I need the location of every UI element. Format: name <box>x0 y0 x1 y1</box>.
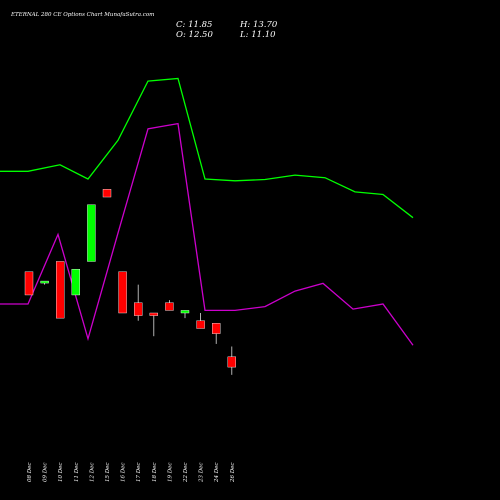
candle-body <box>71 268 81 296</box>
x-tick-label: 10 Dec <box>58 463 64 483</box>
candle-body <box>24 271 34 296</box>
high-label: H: 13.70 <box>239 20 278 30</box>
x-tick-label: 22 Dec <box>183 463 189 484</box>
candle-body <box>40 280 49 284</box>
x-tick-label: 23 Dec <box>199 463 205 484</box>
candle-body <box>211 323 221 334</box>
candle-body <box>56 261 65 319</box>
x-tick-label: 19 Dec <box>167 463 173 483</box>
candle-body <box>102 189 112 198</box>
low-label: L: 11.10 <box>239 30 276 40</box>
x-tick-label: 11 Dec <box>74 463 80 483</box>
x-tick-label: 12 Dec <box>89 463 95 483</box>
x-tick-label: 16 Dec <box>121 463 127 483</box>
x-tick-label: 24 Dec <box>214 463 220 484</box>
upper-line <box>0 77 414 219</box>
x-tick-label: 26 Dec <box>230 463 236 484</box>
upper-line-series <box>0 77 414 219</box>
candle-body <box>165 302 174 311</box>
x-tick-label: 09 Dec <box>43 463 49 483</box>
lower-line <box>0 122 414 346</box>
candle-body <box>180 310 190 314</box>
x-tick-label: 17 Dec <box>136 463 142 483</box>
candle-body <box>118 271 127 314</box>
open-label: O: 12.50 <box>176 30 213 40</box>
candle-body <box>87 204 96 262</box>
candle-body <box>196 320 205 329</box>
x-axis-ticks: 08 Dec 09 Dec 10 Dec 11 Dec 12 Dec 15 Dec 16 D… <box>27 463 236 484</box>
candle-body <box>149 312 159 316</box>
chart-title: ETERNAL 280 CE Options Chart MunafaSutra… <box>10 12 154 18</box>
close-label: C: 11.85 <box>176 20 212 30</box>
lower-line-series <box>0 122 414 346</box>
candle-body <box>133 302 143 316</box>
x-tick-label: 18 Dec <box>152 463 158 483</box>
x-tick-label: 15 Dec <box>105 463 111 483</box>
candles <box>24 189 237 375</box>
x-tick-label: 08 Dec <box>27 463 33 483</box>
candle-body <box>227 356 237 368</box>
